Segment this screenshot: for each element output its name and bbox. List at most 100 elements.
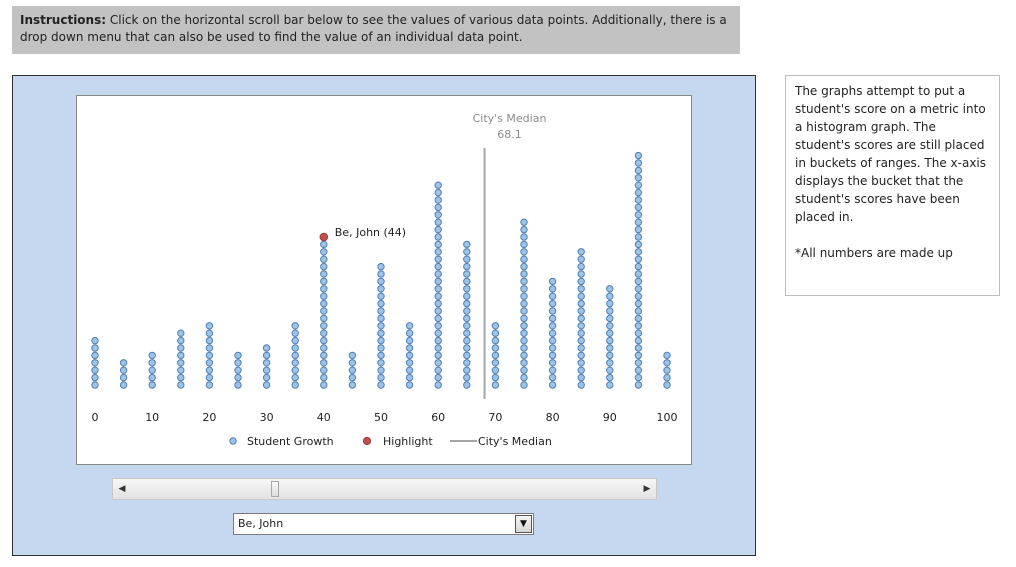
data-point-dot	[520, 366, 528, 374]
data-point-dot	[606, 314, 614, 323]
data-point-dot	[520, 292, 528, 300]
data-point-dot	[463, 322, 471, 330]
student-dropdown[interactable]: Be, John ▼	[233, 513, 534, 535]
x-tick-label: 20	[202, 411, 216, 424]
data-point-dot	[377, 307, 385, 315]
data-point-dot	[463, 366, 471, 374]
data-point-dot	[434, 285, 442, 293]
data-point-dot	[205, 322, 214, 330]
data-point-dot	[520, 307, 528, 315]
data-point-dot	[291, 351, 299, 360]
data-point-dot	[91, 344, 99, 352]
data-point-dot	[634, 181, 643, 189]
instructions-text: Click on the horizontal scroll bar below…	[20, 13, 727, 44]
data-point-dot	[520, 255, 528, 263]
data-point-dot	[634, 314, 643, 323]
data-point-dot	[320, 292, 328, 300]
data-point-dot	[234, 366, 242, 374]
data-point-dot	[548, 329, 557, 337]
data-point-dot	[634, 188, 643, 197]
chart-svg: City's Median 68.1 Be, John (44) 0 10 20 30 40 5…	[91, 112, 678, 448]
data-point-dot	[291, 329, 299, 337]
data-point-dot	[634, 359, 643, 367]
scroll-thumb[interactable]	[271, 481, 279, 497]
data-point-dot	[434, 225, 442, 234]
data-point-dot	[91, 366, 99, 374]
data-point-dot	[320, 366, 328, 374]
data-point-dot	[463, 270, 471, 278]
data-point-dot	[91, 336, 99, 345]
data-point-dot	[434, 344, 442, 352]
scroll-right-arrow-icon[interactable]: ▶	[643, 484, 651, 494]
highlight-label: Be, John (44)	[335, 226, 406, 239]
data-point-dot	[606, 329, 614, 337]
data-point-dot	[634, 373, 643, 382]
data-point-dot	[91, 373, 99, 382]
data-point-dot	[291, 366, 299, 374]
data-point-dot	[520, 248, 528, 256]
data-point-dot	[405, 373, 414, 382]
note-footnote: *All numbers are made up	[795, 246, 953, 260]
data-point-dot	[463, 255, 471, 263]
data-point-dot	[520, 314, 528, 323]
x-tick-label: 70	[488, 411, 502, 424]
data-point-dot	[291, 359, 299, 367]
data-point-dot	[634, 277, 643, 286]
data-point-dot	[320, 255, 328, 263]
data-point-dot	[577, 381, 585, 389]
data-point-dot	[577, 351, 585, 360]
data-point-dot	[91, 381, 99, 389]
data-point-dot	[434, 277, 442, 286]
data-point-dot	[577, 270, 585, 278]
data-point-dot	[405, 381, 414, 389]
data-point-dot	[491, 366, 500, 374]
data-point-dot	[377, 381, 385, 389]
data-point-dot	[491, 336, 500, 345]
data-point-dot	[548, 351, 557, 360]
data-point-dot	[577, 359, 585, 367]
data-point-dot	[634, 248, 643, 256]
data-point-dot	[634, 218, 643, 226]
data-point-dot	[548, 381, 557, 389]
legend-highlight-label: Highlight	[383, 435, 433, 448]
data-point-dot	[663, 373, 671, 382]
median-value-label: 68.1	[497, 128, 521, 141]
data-point-dot	[520, 270, 528, 278]
data-point-dot	[434, 366, 442, 374]
data-point-dot	[634, 255, 643, 263]
data-point-dot	[205, 373, 214, 382]
data-point-dot	[205, 351, 214, 360]
data-point-dot	[405, 366, 414, 374]
data-point-dot	[520, 285, 528, 293]
data-point-dot	[520, 329, 528, 337]
explanation-note: The graphs attempt to put a student's sc…	[785, 75, 1000, 296]
data-point-dot	[520, 344, 528, 352]
x-tick-label: 100	[657, 411, 678, 424]
data-point-dot	[548, 322, 557, 330]
data-point-dot	[520, 218, 528, 226]
data-point-dot	[520, 351, 528, 360]
data-point-dot	[320, 329, 328, 337]
data-point-dot	[634, 285, 643, 293]
data-point-dot	[463, 336, 471, 345]
data-point-dot	[119, 366, 128, 374]
horizontal-scrollbar[interactable]: ◀ ▶	[112, 478, 657, 500]
data-point-dot	[91, 351, 99, 360]
data-point-dot	[434, 336, 442, 345]
chevron-down-icon[interactable]: ▼	[515, 515, 532, 533]
data-point-dot	[606, 292, 614, 300]
data-point-dot	[548, 299, 557, 308]
data-point-dot	[606, 381, 614, 389]
data-point-dot	[663, 351, 671, 360]
legend-student-growth-label: Student Growth	[247, 435, 334, 448]
scroll-left-arrow-icon[interactable]: ◀	[118, 484, 126, 494]
data-point-dot	[520, 336, 528, 345]
data-point-dot	[205, 381, 214, 389]
data-point-dot	[520, 322, 528, 330]
data-point-dot	[491, 329, 500, 337]
data-point-dot	[434, 329, 442, 337]
data-point-dot	[377, 359, 385, 367]
data-point-dot	[606, 299, 614, 308]
data-point-dot	[148, 351, 156, 360]
data-point-dot	[548, 292, 557, 300]
